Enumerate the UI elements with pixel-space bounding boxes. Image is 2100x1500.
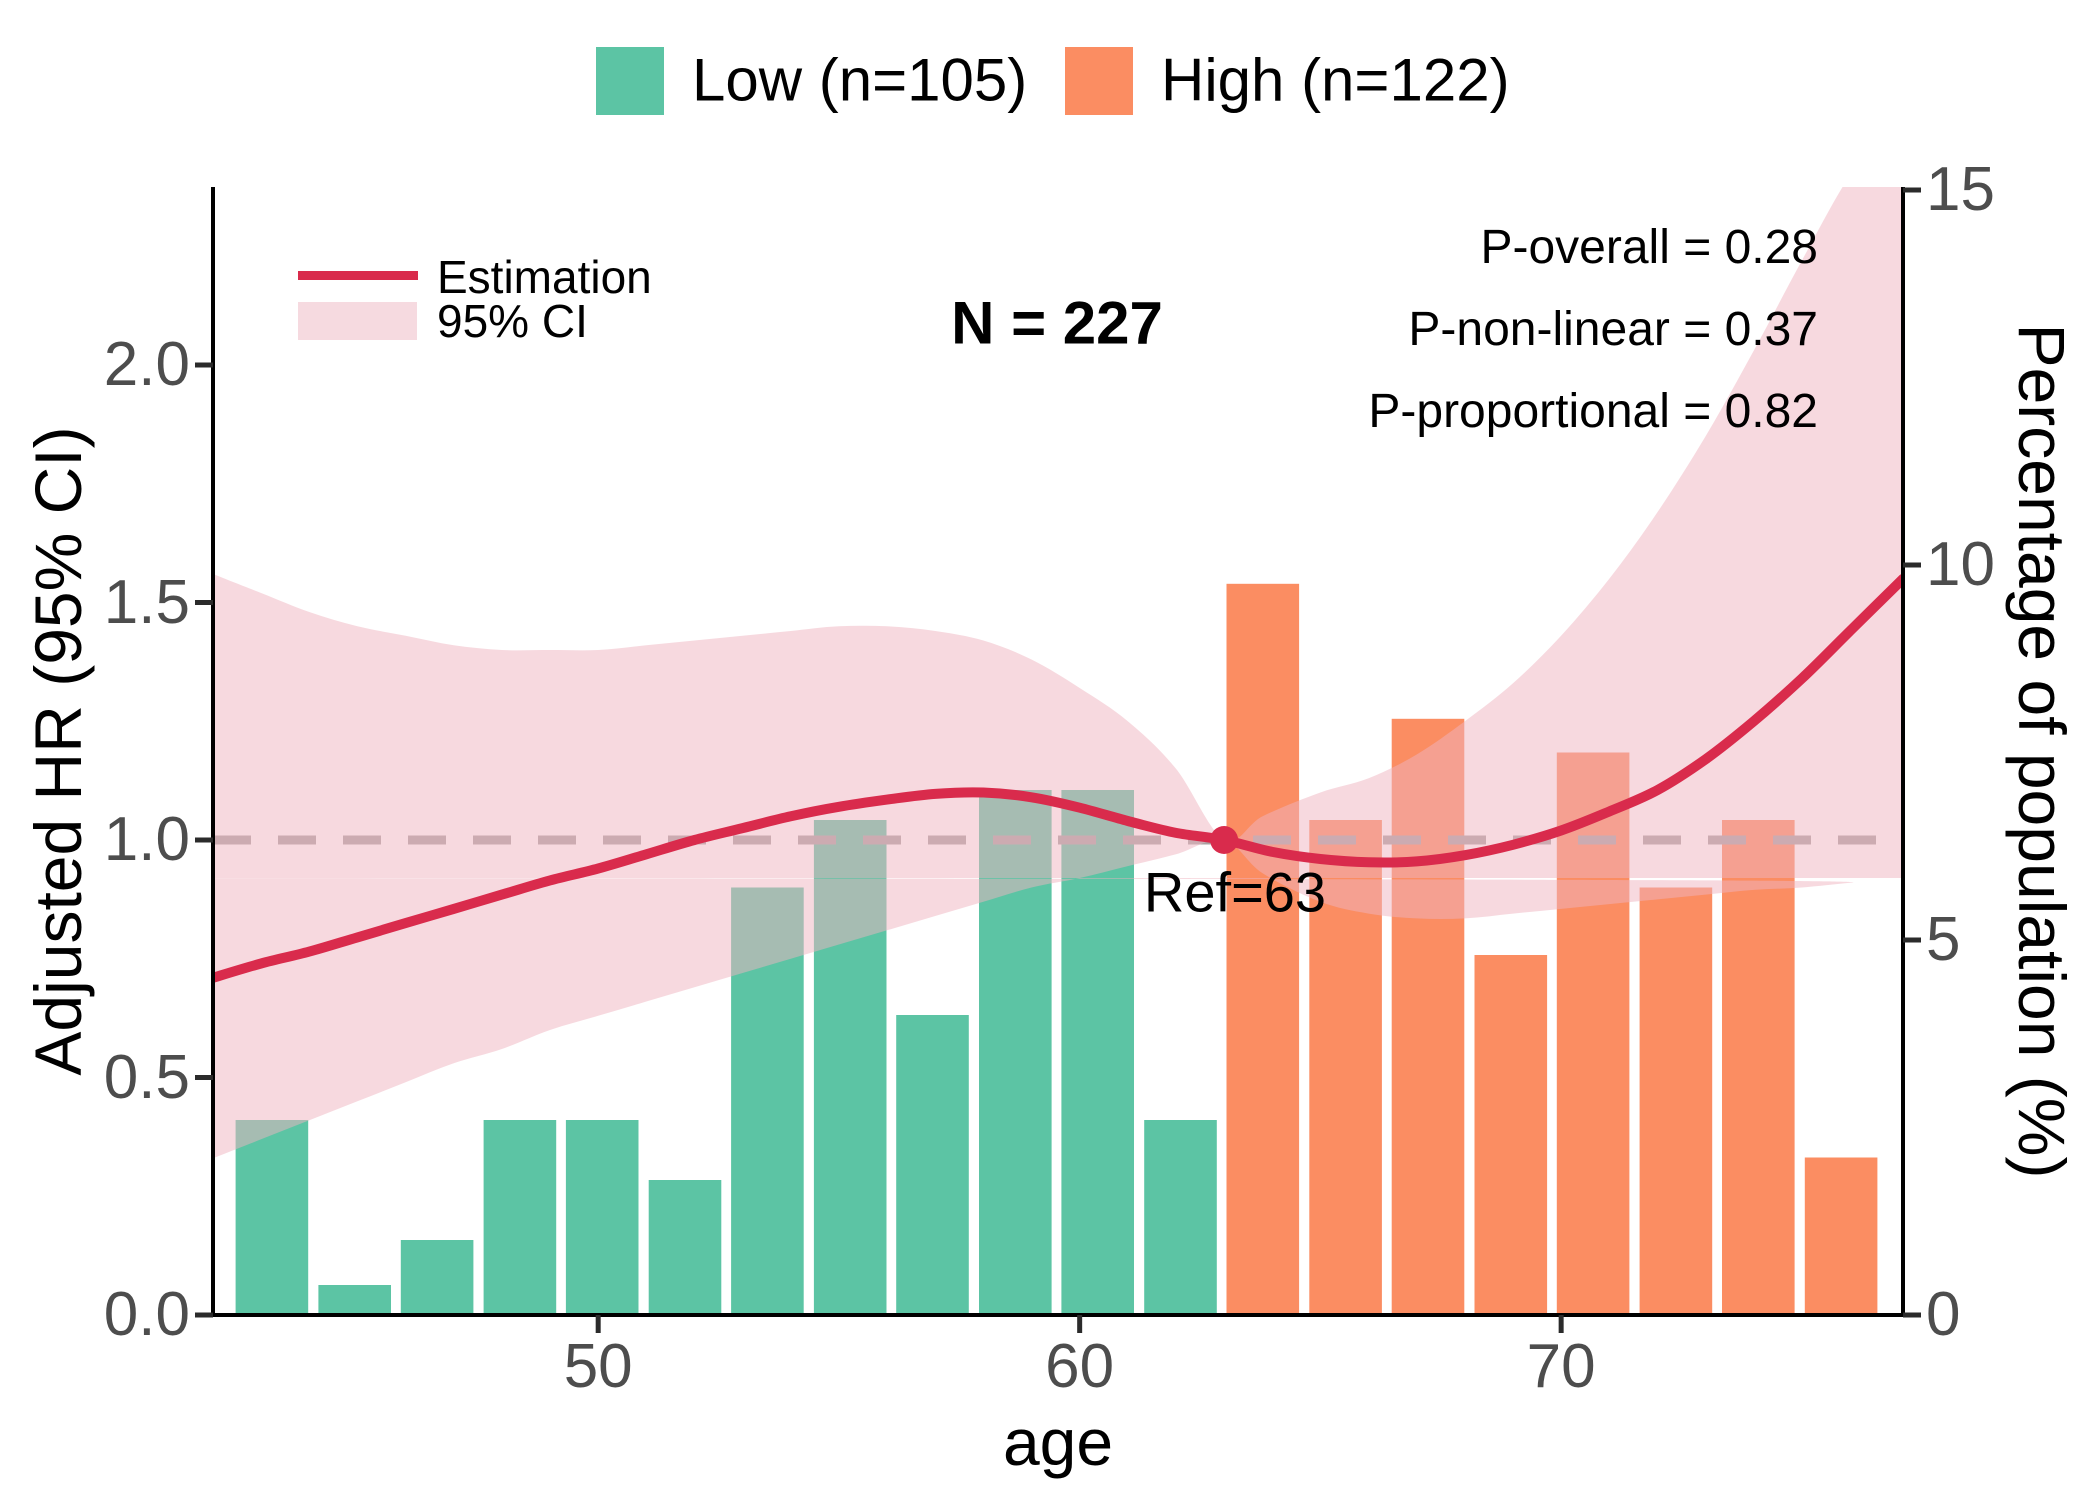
panel-content [213,187,1903,1315]
p-values-block: P-overall = 0.28 P-non-linear = 0.37 P-p… [1368,207,1818,453]
y-right-tick-label: 15 [1926,155,1995,224]
histogram-bar-high [1722,820,1795,1315]
y-left-tick-label: 0.0 [103,1280,190,1349]
y-left-tick-label: 1.0 [103,805,190,874]
y-right-axis-title: Percentage of population (%) [2005,323,2079,1179]
ci-band [213,187,1903,1159]
histogram-bar-high [1226,583,1300,1315]
y-right-tick-label: 5 [1926,905,1961,974]
p-proportional-annotation: P-proportional = 0.82 [1368,385,1818,438]
p-overall-annotation: P-overall = 0.28 [1480,221,1818,274]
n-total-annotation: N = 227 [951,289,1163,357]
legend-high-label: High (n=122) [1161,46,1510,114]
legend-high-swatch-icon [1065,47,1133,115]
legend-estimation-line-icon [298,271,418,280]
y-left-tick-label: 0.5 [103,1042,190,1112]
reference-point [1210,826,1239,854]
histogram-bar-high [1639,887,1713,1315]
legend-ci-swatch-icon [298,302,417,340]
histogram-bar-high [1804,1157,1878,1315]
histogram-bar-low [483,1120,557,1315]
x-tick-label: 70 [1526,1332,1596,1401]
x-tick-label: 60 [1045,1332,1115,1401]
legend-low-label: Low (n=105) [692,46,1028,114]
histogram-bar-low [648,1180,722,1315]
ref-age-annotation: Ref=63 [1143,860,1327,924]
legend-estimation-label: Estimation [437,251,652,303]
p-non-linear-annotation: P-non-linear = 0.37 [1408,303,1818,356]
y-left-tick-label: 1.5 [103,567,190,637]
histogram-bar-high [1474,955,1548,1315]
x-axis-title: age [1002,1405,1114,1479]
x-tick-label: 50 [563,1332,633,1401]
y-right-tick-label: 0 [1926,1280,1961,1349]
histogram-bar-low [1144,1120,1217,1315]
legend-low-swatch-icon [596,47,664,115]
y-left-axis-title: Adjusted HR (95% CI) [21,426,95,1076]
histogram-bar-low [565,1120,639,1315]
estimation-curve [213,573,1903,983]
histogram-bar-low [400,1240,474,1315]
y-right-tick-label: 10 [1926,530,1995,599]
y-left-tick-label: 2.0 [103,330,190,399]
histogram-bar-low [235,1120,309,1315]
histogram-bar-low [318,1285,391,1315]
histogram-bar-low [896,1015,969,1315]
legend-ci-label: 95% CI [437,295,588,347]
